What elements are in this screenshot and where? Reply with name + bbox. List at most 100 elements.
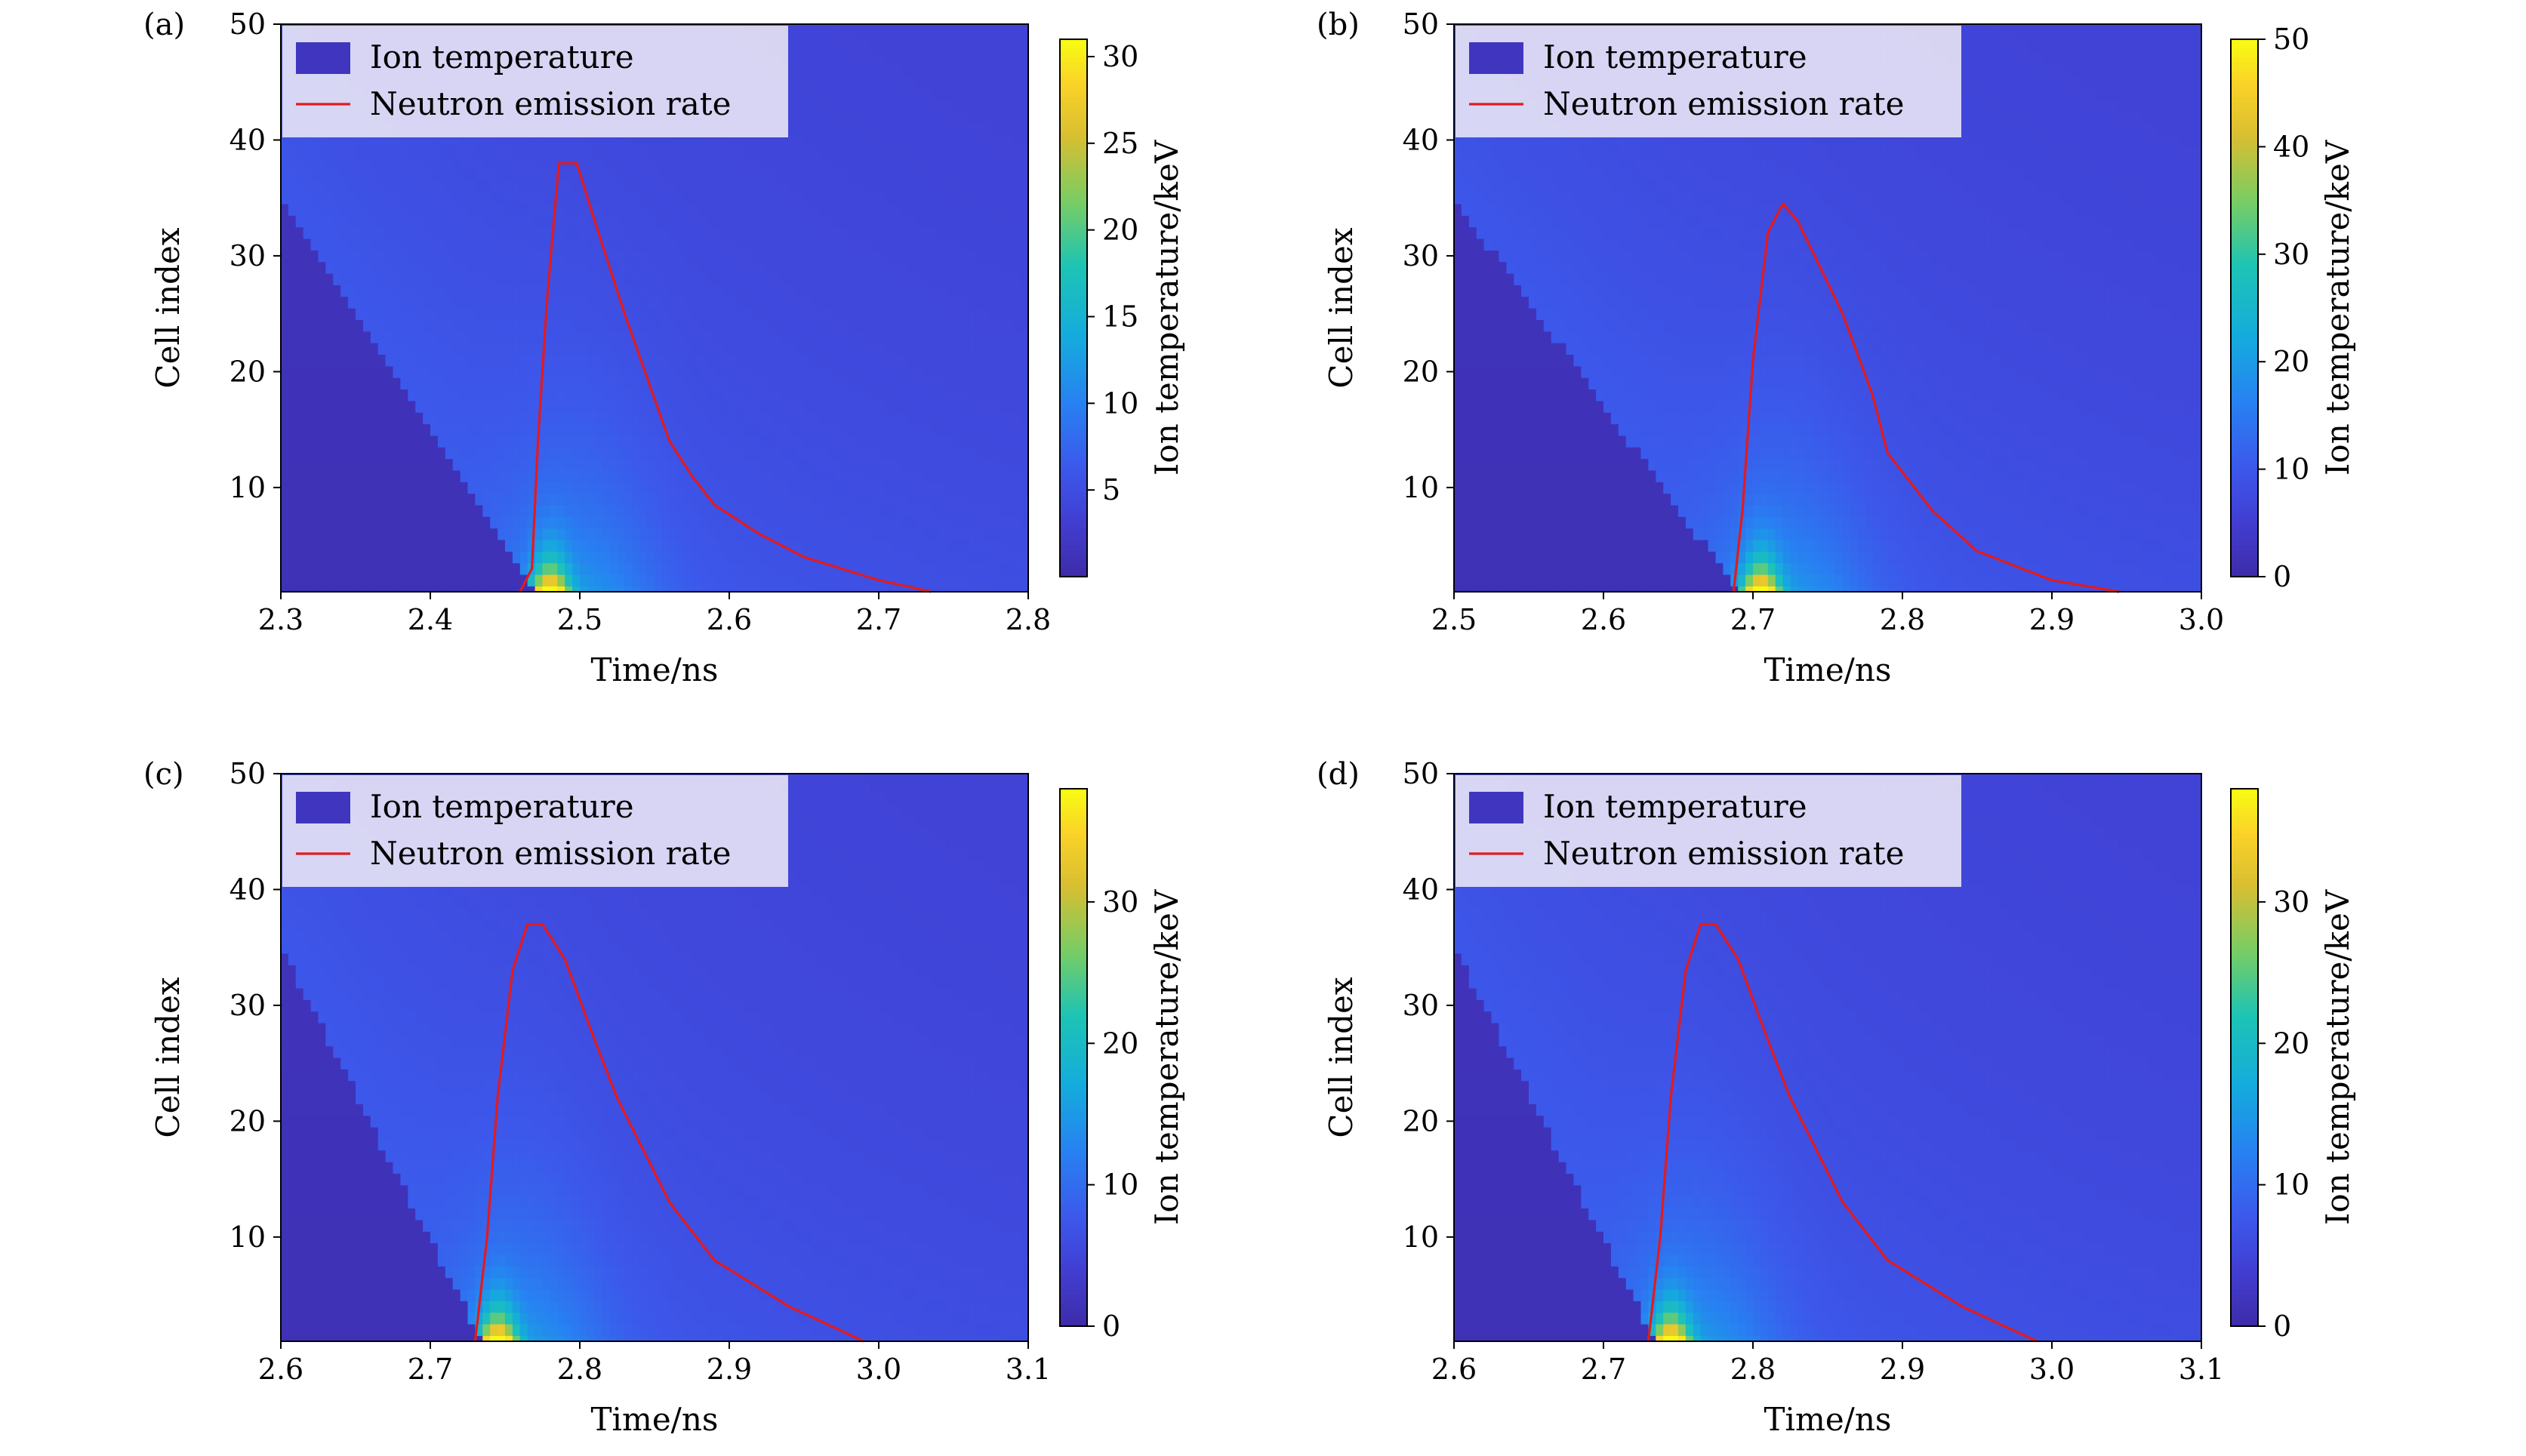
heatmap-cell [340, 389, 349, 402]
heatmap-cell [519, 504, 528, 517]
heatmap-cell [744, 493, 753, 506]
heatmap-cell [400, 551, 408, 564]
heatmap-cell [736, 482, 745, 494]
heatmap-cell [789, 238, 797, 251]
heatmap-cell [923, 331, 932, 343]
heatmap-cell [580, 285, 588, 297]
heatmap-cell [310, 516, 319, 529]
heatmap-cell [960, 250, 969, 263]
heatmap-cell [811, 24, 820, 31]
heatmap-cell [527, 285, 536, 297]
heatmap-cell [467, 354, 476, 367]
heatmap-cell [356, 365, 364, 378]
heatmap-cell [348, 469, 356, 482]
heatmap-cell [385, 482, 394, 494]
heatmap-cell [893, 482, 902, 494]
heatmap-cell [998, 146, 1006, 159]
heatmap-cell [527, 168, 536, 181]
heatmap-cell [871, 412, 879, 425]
heatmap-cell [729, 516, 738, 529]
heatmap-cell [864, 272, 872, 285]
heatmap-cell [655, 319, 663, 332]
heatmap-cell [826, 226, 835, 239]
heatmap-cell [475, 516, 483, 529]
heatmap-cell [864, 516, 872, 529]
heatmap-cell [699, 365, 707, 378]
heatmap-cell [281, 562, 289, 575]
heatmap-cell [879, 29, 887, 42]
heatmap-cell [430, 331, 439, 343]
heatmap-cell [452, 435, 461, 448]
heatmap-cell [975, 389, 984, 402]
heatmap-cell [975, 331, 984, 343]
heatmap-cell [356, 400, 364, 413]
heatmap-cell [475, 250, 483, 263]
heatmap-cell [377, 146, 387, 159]
heatmap-cell [796, 180, 805, 193]
heatmap-cell [841, 331, 849, 343]
heatmap-cell [811, 192, 820, 205]
heatmap-cell [938, 319, 947, 332]
heatmap-cell [639, 192, 648, 205]
heatmap-cell [288, 134, 297, 146]
heatmap-cell [879, 482, 887, 494]
heatmap-cell [766, 482, 775, 494]
heatmap-cell [318, 146, 326, 159]
heatmap-cell [1013, 250, 1021, 263]
heatmap-cell [310, 238, 319, 251]
heatmap-cell [811, 226, 820, 239]
heatmap-cell [923, 99, 932, 112]
heatmap-cell [565, 331, 573, 343]
heatmap-cell [908, 285, 917, 297]
heatmap-cell [362, 493, 371, 506]
heatmap-cell [975, 250, 984, 263]
heatmap-cell [580, 192, 588, 205]
heatmap-cell [983, 29, 992, 42]
heatmap-cell [340, 482, 349, 494]
heatmap-cell [609, 331, 618, 343]
heatmap-cell [415, 539, 424, 552]
heatmap-cell [849, 331, 857, 343]
heatmap-cell [482, 203, 491, 216]
heatmap-cell [751, 562, 760, 575]
heatmap-cell [423, 203, 431, 216]
heatmap-cell [736, 180, 745, 193]
heatmap-cell [550, 482, 558, 494]
heatmap-cell [879, 226, 887, 239]
heatmap-cell [983, 343, 992, 355]
heatmap-cell [1013, 238, 1021, 251]
heatmap-cell [437, 586, 446, 592]
heatmap-cell [931, 493, 939, 506]
heatmap-cell [519, 389, 528, 402]
heatmap-cell [811, 400, 820, 413]
heatmap-cell [594, 447, 603, 460]
heatmap-cell [303, 261, 312, 274]
heatmap-cell [475, 400, 483, 413]
heatmap-cell [998, 400, 1006, 413]
heatmap-cell [423, 272, 431, 285]
heatmap-cell [931, 192, 939, 205]
heatmap-cell [818, 482, 827, 494]
heatmap-cell [946, 180, 954, 193]
heatmap-cell [281, 215, 289, 228]
heatmap-cell [684, 203, 693, 216]
heatmap-cell [460, 504, 469, 517]
heatmap-cell [684, 447, 693, 460]
heatmap-cell [362, 296, 371, 309]
heatmap-cell [1021, 586, 1028, 592]
heatmap-cell [303, 285, 312, 297]
heatmap-cell [796, 192, 805, 205]
heatmap-cell [871, 250, 879, 263]
heatmap-cell [393, 574, 401, 586]
heatmap-cell [886, 24, 895, 31]
heatmap-cell [990, 157, 999, 170]
heatmap-cell [818, 319, 827, 332]
heatmap-cell [1013, 261, 1021, 274]
heatmap-cell [676, 469, 685, 482]
heatmap-cell [519, 458, 528, 471]
heatmap-cell [901, 482, 910, 494]
heatmap-cell [998, 516, 1006, 529]
heatmap-cell [818, 343, 827, 355]
heatmap-cell [557, 296, 565, 309]
heatmap-cell [856, 272, 864, 285]
